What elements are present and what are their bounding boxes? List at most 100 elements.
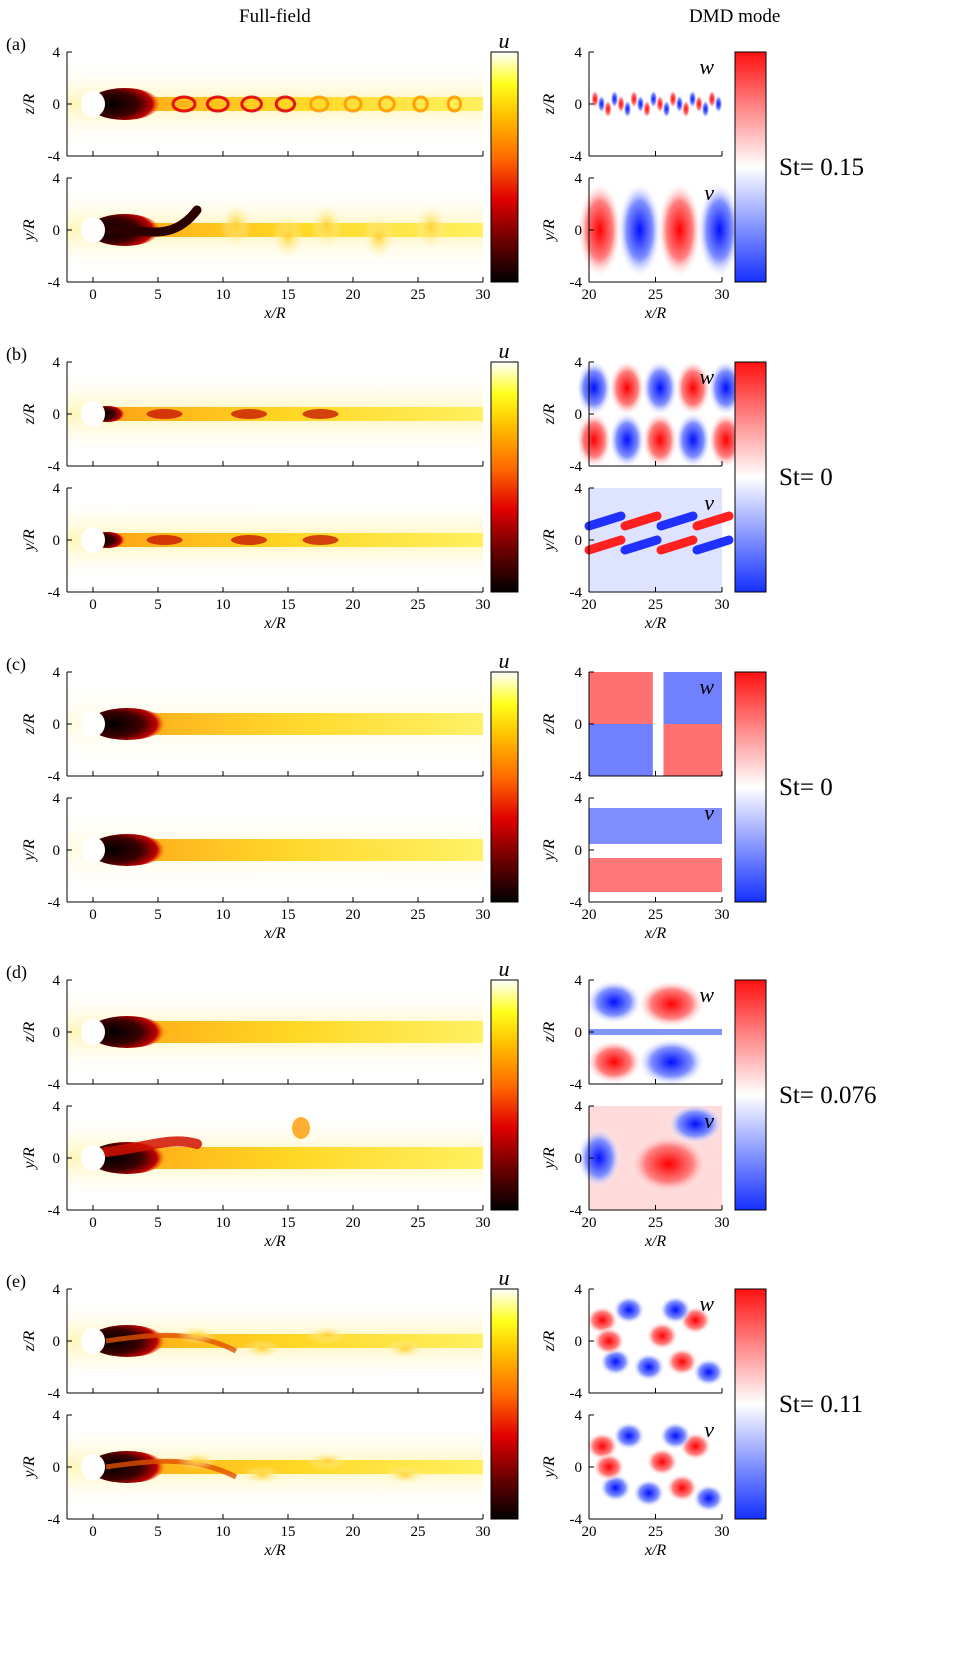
cylinder [81, 217, 105, 243]
y-axis-label: z/R [21, 714, 38, 736]
panel-label: (b) [6, 344, 27, 365]
y-tick-label: 4 [575, 973, 583, 989]
wake-band [106, 533, 483, 547]
u-colorbar [490, 51, 519, 283]
dmd-bottom: 4 0 -4 y/R v 20 25 30 x/R [541, 1408, 730, 1559]
vortex-ring [343, 95, 363, 113]
y-tick-label: 4 [53, 791, 61, 807]
oblique-lobe [584, 511, 626, 531]
component-label: w [699, 1291, 714, 1316]
x-tick-label: 30 [715, 1215, 730, 1231]
panel-d: (d) 4 0 -4 z/R 4 0 -4 z/R w 4 0 -4 y/R 0 5 10 15 20 25 30 x/R… [6, 956, 876, 1250]
y-axis-label: z/R [541, 94, 558, 116]
u-colorbar-label: u [499, 956, 510, 981]
negative-lobe [697, 182, 742, 278]
positive-lobe [642, 412, 678, 468]
y-tick-label: 4 [575, 1408, 583, 1424]
wake-eddy [385, 1340, 425, 1358]
x-tick-label: 5 [154, 907, 162, 923]
x-tick-label: 5 [154, 1524, 162, 1540]
negative-lobe [589, 808, 722, 844]
x-tick-label: 30 [476, 907, 491, 923]
full-field-top: 4 0 -4 z/R [21, 355, 484, 475]
dmd-colorbar [734, 361, 767, 593]
shear-layer [105, 1458, 238, 1480]
y-tick-label: 0 [53, 843, 61, 859]
negative-lobe [659, 1421, 692, 1450]
x-tick-label: 20 [346, 597, 361, 613]
full-field-top: 4 0 -4 z/R [21, 45, 484, 165]
negative-lobe [597, 95, 606, 113]
x-tick-label: 25 [648, 1215, 663, 1231]
y-tick-label: 0 [53, 223, 61, 239]
strouhal-label: St= 0 [779, 464, 833, 491]
y-tick-label: 4 [575, 355, 583, 371]
y-tick-label: 0 [575, 223, 583, 239]
u-colorbar [490, 979, 519, 1211]
recirculation-zone [89, 1451, 165, 1483]
x-tick-label: 25 [648, 907, 663, 923]
component-label: w [699, 674, 714, 699]
y-tick-label: 4 [575, 665, 583, 681]
y-tick-label: 4 [53, 171, 61, 187]
oblique-lobe [656, 535, 698, 555]
cylinder [81, 711, 105, 737]
y-tick-label: 0 [53, 407, 61, 423]
wake-eddy [307, 1326, 347, 1344]
y-tick-label: 4 [53, 45, 61, 61]
y-tick-label: 4 [53, 1408, 61, 1424]
recirculation-zone [89, 88, 160, 120]
negative-lobe [623, 100, 632, 118]
x-tick-label: 20 [346, 1215, 361, 1231]
dmd-top: 4 0 -4 z/R w [541, 355, 744, 475]
u-colorbar-label: u [499, 28, 510, 53]
y-axis-label: z/R [21, 404, 38, 426]
y-tick-label: -4 [570, 769, 583, 785]
y-axis-label: z/R [541, 404, 558, 426]
x-tick-label: 20 [582, 1215, 597, 1231]
y-axis-label: y/R [21, 839, 38, 863]
component-label: w [699, 364, 714, 389]
y-tick-label: -4 [48, 769, 61, 785]
positive-lobe [657, 182, 702, 278]
u-colorbar [490, 361, 519, 593]
wake-eddy [311, 204, 343, 248]
y-tick-label: -4 [48, 459, 61, 475]
x-tick-label: 30 [476, 1215, 491, 1231]
component-label: w [699, 54, 714, 79]
component-label: w [699, 982, 714, 1007]
negative-lobe [649, 90, 658, 108]
vortex-ring [377, 95, 396, 113]
wake-band [106, 839, 483, 861]
cylinder [81, 401, 105, 427]
x-axis-label: x/R [644, 1233, 667, 1250]
y-tick-label: -4 [48, 1077, 61, 1093]
y-axis-label: z/R [541, 714, 558, 736]
y-tick-label: -4 [570, 1203, 583, 1219]
component-label: v [704, 1108, 714, 1133]
positive-lobe [630, 90, 638, 108]
shear-layer [101, 205, 202, 237]
x-tick-label: 25 [411, 1524, 426, 1540]
strouhal-label: St= 0.15 [779, 154, 864, 181]
y-tick-label: 0 [575, 1025, 583, 1041]
negative-lobe [688, 90, 697, 108]
x-tick-label: 20 [582, 1524, 597, 1540]
x-tick-label: 10 [216, 907, 231, 923]
y-axis-label: y/R [541, 839, 558, 863]
x-axis-label: x/R [644, 615, 667, 632]
positive-lobe [643, 100, 651, 118]
full-field-bottom: 4 0 -4 y/R 0 5 10 15 20 25 30 x/R [21, 1099, 491, 1250]
positive-lobe [586, 1040, 642, 1084]
y-tick-label: 0 [53, 717, 61, 733]
dmd-bottom: 4 0 -4 y/R v 20 25 30 x/R [541, 171, 742, 322]
wake-eddy [220, 203, 252, 247]
positive-lobe [604, 100, 612, 118]
full-field-bottom: 4 0 -4 y/R 0 5 10 15 20 25 30 x/R [21, 481, 491, 632]
strouhal-label: St= 0.076 [779, 1082, 876, 1109]
y-axis-label: y/R [541, 529, 558, 553]
y-axis-label: z/R [541, 1022, 558, 1044]
y-tick-label: 0 [53, 533, 61, 549]
x-axis-label: x/R [263, 615, 286, 632]
